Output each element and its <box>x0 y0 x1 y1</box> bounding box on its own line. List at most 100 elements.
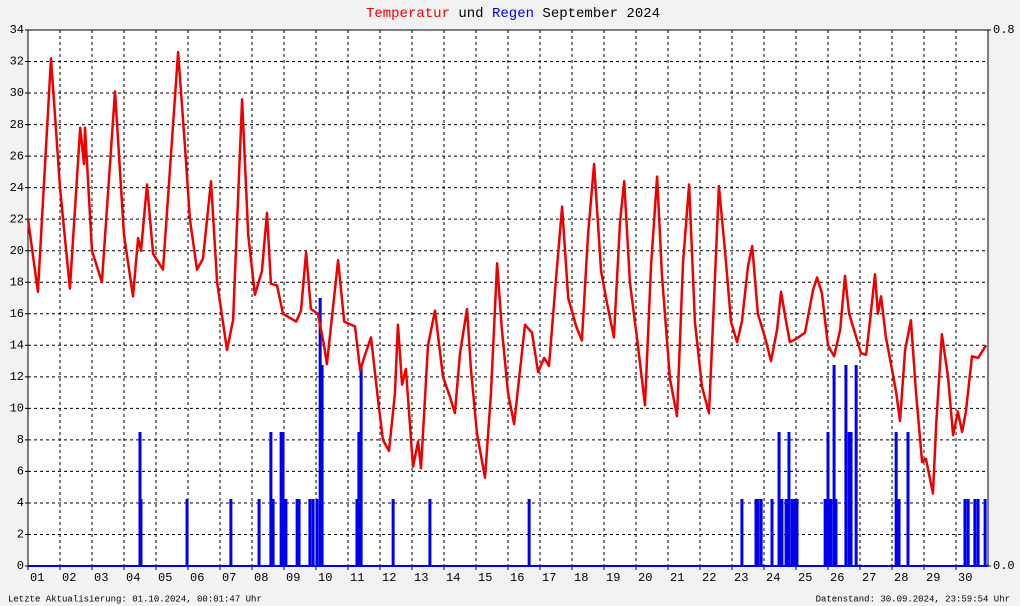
rain-bar <box>359 365 363 566</box>
x-tick-label: 30 <box>958 571 972 585</box>
rain-bar <box>784 499 788 566</box>
rain-bar <box>823 499 827 566</box>
title-temp: Temperatur <box>366 6 450 22</box>
x-tick-label: 24 <box>766 571 780 585</box>
rain-bar <box>229 499 233 566</box>
x-tick-label: 05 <box>158 571 172 585</box>
rain-bar <box>355 499 359 566</box>
rain-bar <box>780 499 784 566</box>
rain-bar <box>139 499 143 566</box>
rain-bar <box>963 499 967 566</box>
rain-bar <box>308 499 312 566</box>
title-rain: Regen <box>492 6 534 22</box>
rain-bar <box>790 499 794 566</box>
x-tick-label: 29 <box>926 571 940 585</box>
x-tick-label: 11 <box>350 571 364 585</box>
y-tick-label: 34 <box>10 23 24 37</box>
rain-bar <box>315 499 319 566</box>
y-tick-label: 10 <box>10 402 24 416</box>
rain-bar <box>897 499 901 566</box>
y-tick-label: 24 <box>10 181 24 195</box>
y2-tick-label: 0.0 <box>993 559 1015 573</box>
rain-bar <box>894 432 898 566</box>
x-tick-label: 01 <box>30 571 44 585</box>
y-tick-label: 14 <box>10 338 24 352</box>
rain-bar <box>832 365 836 566</box>
rain-bar <box>740 499 744 566</box>
x-tick-label: 21 <box>670 571 684 585</box>
rain-bar <box>844 365 848 566</box>
rain-bar <box>320 365 324 566</box>
rain-bar <box>271 499 275 566</box>
rain-bar <box>257 499 261 566</box>
rain-bar <box>756 499 760 566</box>
rain-bar <box>279 432 283 566</box>
footer-left: Letzte Aktualisierung: 01.10.2024, 00:01… <box>8 594 262 604</box>
y-tick-label: 6 <box>17 465 24 479</box>
x-tick-label: 14 <box>446 571 460 585</box>
rain-bar <box>966 499 970 566</box>
y-tick-label: 28 <box>10 118 24 132</box>
x-tick-label: 07 <box>222 571 236 585</box>
rain-bar <box>297 499 301 566</box>
chart-title: Temperatur und Regen September 2024 <box>366 6 660 22</box>
x-tick-label: 16 <box>510 571 524 585</box>
y-tick-label: 32 <box>10 55 24 69</box>
rain-bar <box>269 432 273 566</box>
y-tick-label: 12 <box>10 370 24 384</box>
x-tick-label: 18 <box>574 571 588 585</box>
x-tick-label: 06 <box>190 571 204 585</box>
x-tick-label: 27 <box>862 571 876 585</box>
rain-bar <box>906 432 910 566</box>
rain-bar <box>849 432 853 566</box>
rain-bar <box>847 432 851 566</box>
x-tick-label: 09 <box>286 571 300 585</box>
y-tick-label: 8 <box>17 433 24 447</box>
x-tick-label: 15 <box>478 571 492 585</box>
y-tick-label: 0 <box>17 559 24 573</box>
y-tick-label: 4 <box>17 496 24 510</box>
temperature-line <box>26 50 988 495</box>
rain-bar <box>318 298 322 566</box>
x-tick-label: 20 <box>638 571 652 585</box>
x-tick-label: 10 <box>318 571 332 585</box>
rain-bar <box>777 432 781 566</box>
x-tick-label: 13 <box>414 571 428 585</box>
y2-tick-label: 0.8 <box>993 23 1015 37</box>
rain-bar <box>829 499 833 566</box>
footer-right: Datenstand: 30.09.2024, 23:59:54 Uhr <box>816 594 1010 604</box>
rain-bar <box>787 432 791 566</box>
rain-bar <box>826 432 830 566</box>
rain-bar <box>311 499 315 566</box>
y-tick-label: 22 <box>10 212 24 226</box>
rain-bar <box>795 499 799 566</box>
x-tick-label: 26 <box>830 571 844 585</box>
rain-bar <box>793 499 797 566</box>
y-tick-label: 26 <box>10 149 24 163</box>
rain-bar <box>527 499 531 566</box>
rain-bar <box>754 499 758 566</box>
rain-bar <box>428 499 432 566</box>
rain-bar <box>770 499 774 566</box>
x-tick-label: 03 <box>94 571 108 585</box>
rain-bar <box>281 432 285 566</box>
x-tick-label: 25 <box>798 571 812 585</box>
x-tick-label: 12 <box>382 571 396 585</box>
rain-bar <box>295 499 299 566</box>
y-tick-label: 20 <box>10 244 24 258</box>
rain-bar <box>834 499 838 566</box>
y-tick-label: 18 <box>10 275 24 289</box>
y-tick-label: 2 <box>17 528 24 542</box>
x-tick-label: 04 <box>126 571 140 585</box>
rain-bar <box>759 499 763 566</box>
rain-bar <box>973 499 977 566</box>
x-tick-label: 02 <box>62 571 76 585</box>
rain-bar <box>854 365 858 566</box>
rain-bar <box>357 432 361 566</box>
rain-bar <box>983 499 987 566</box>
x-tick-label: 17 <box>542 571 556 585</box>
title-rest: September 2024 <box>542 6 660 22</box>
x-tick-label: 28 <box>894 571 908 585</box>
